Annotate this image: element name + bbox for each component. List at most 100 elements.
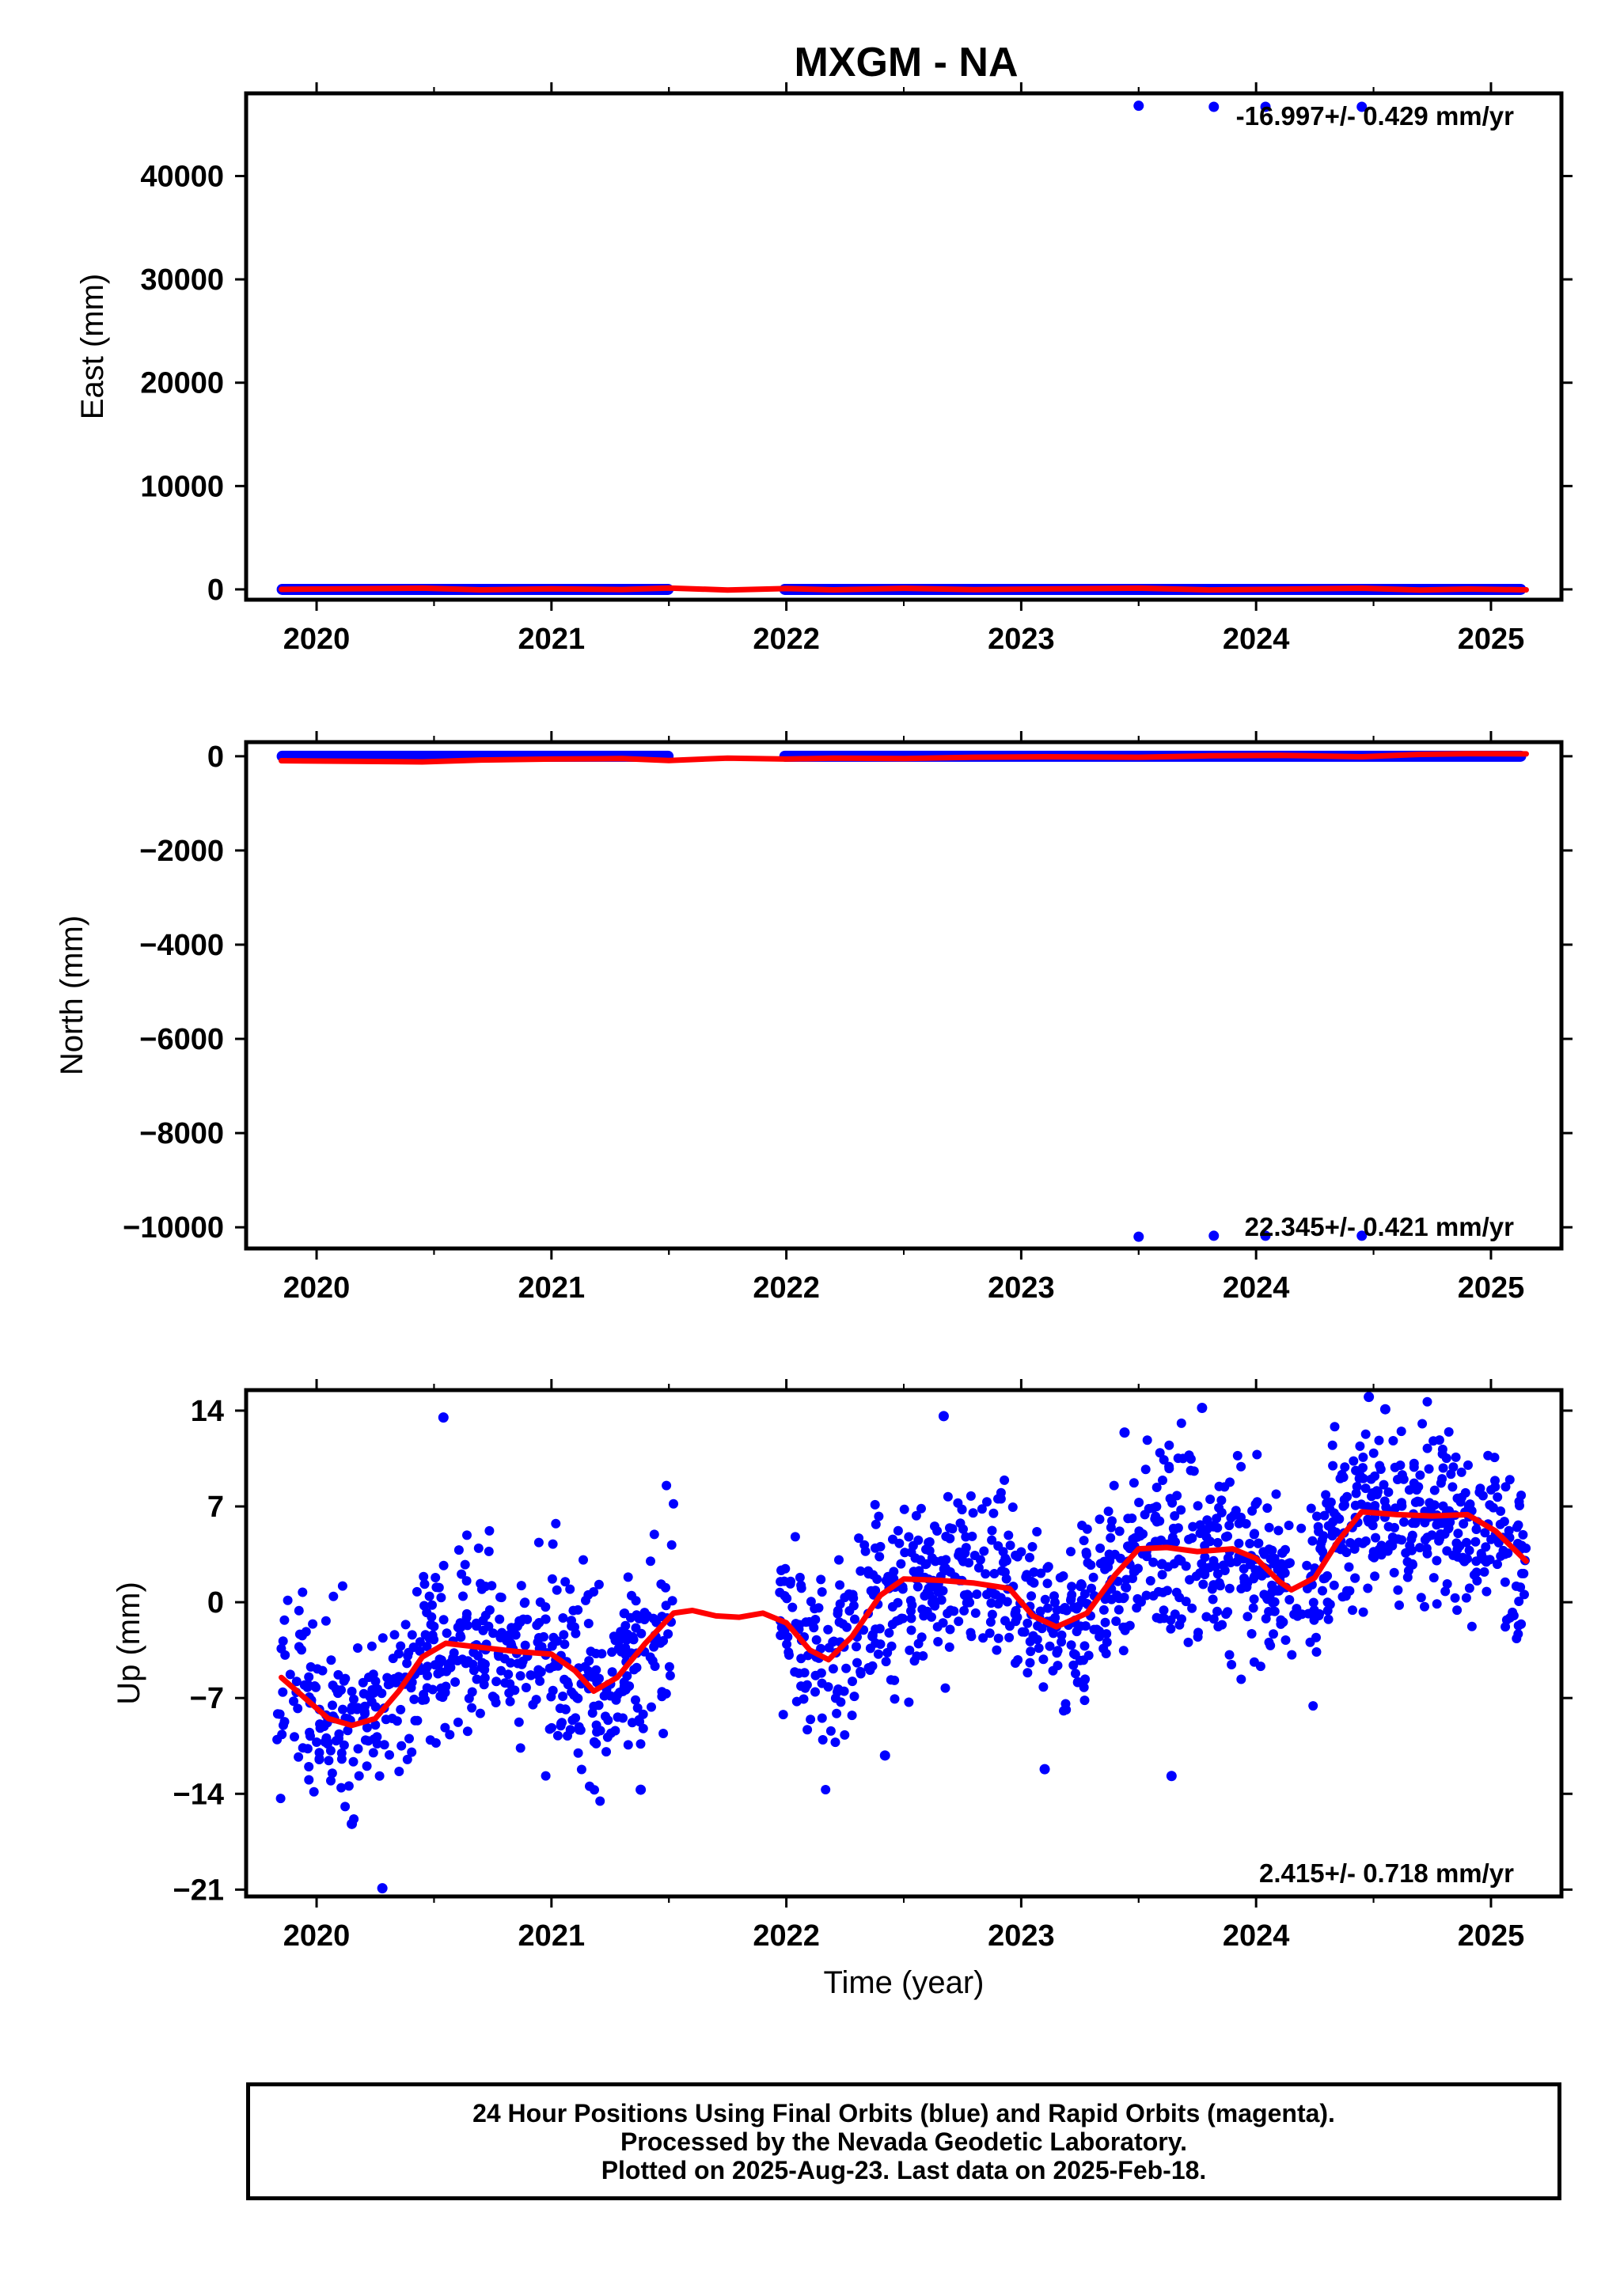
data-point: [1068, 1660, 1079, 1670]
data-point: [1066, 1593, 1076, 1604]
data-point: [1495, 1519, 1505, 1529]
data-point: [419, 1579, 430, 1589]
data-point: [1434, 1536, 1444, 1546]
data-point: [591, 1720, 601, 1730]
data-point: [289, 1696, 298, 1707]
data-point: [484, 1546, 494, 1556]
data-point: [1466, 1621, 1477, 1631]
data-point: [1201, 1612, 1212, 1622]
data-point: [1261, 1613, 1271, 1623]
data-point: [1374, 1544, 1384, 1555]
north-frame: [244, 740, 1564, 1251]
data-point: [1482, 1557, 1491, 1567]
data-point: [1255, 1661, 1265, 1672]
data-point: [1308, 1701, 1318, 1711]
data-point: [906, 1613, 916, 1623]
y-tick-label: −8000: [139, 1117, 224, 1150]
data-point: [623, 1740, 633, 1750]
data-point: [1471, 1567, 1482, 1578]
data-point: [1197, 1402, 1208, 1413]
data-point: [936, 1595, 947, 1605]
data-point: [1318, 1586, 1327, 1596]
data-point: [776, 1631, 786, 1640]
data-point: [1073, 1677, 1083, 1687]
data-point: [1234, 1518, 1244, 1529]
data-point: [358, 1677, 368, 1688]
data-point: [347, 1818, 358, 1829]
data-point: [1173, 1523, 1183, 1533]
east-plot-area: [276, 100, 1529, 595]
data-point: [830, 1737, 840, 1748]
footer-line-dates: Plotted on 2025-Aug-23. Last data on 202…: [601, 2155, 1207, 2184]
data-point: [834, 1617, 844, 1627]
x-tick-label: 2022: [753, 1919, 820, 1953]
data-point: [1079, 1695, 1090, 1706]
data-point: [929, 1599, 939, 1609]
data-point: [1071, 1669, 1080, 1679]
data-point: [1100, 1617, 1110, 1627]
data-point: [1250, 1571, 1259, 1582]
data-point: [1249, 1594, 1259, 1605]
east-y-axis-label: East (mm): [75, 274, 110, 419]
data-point: [367, 1684, 377, 1695]
data-point: [1171, 1587, 1182, 1597]
data-point: [913, 1639, 924, 1649]
data-point: [825, 1726, 836, 1736]
data-point: [563, 1680, 573, 1690]
data-point: [906, 1548, 916, 1558]
data-point: [881, 1657, 891, 1667]
data-point: [1328, 1461, 1338, 1471]
data-point: [1420, 1601, 1429, 1612]
data-point: [620, 1620, 631, 1631]
data-point: [783, 1647, 794, 1658]
data-point: [1409, 1458, 1419, 1468]
data-point: [560, 1704, 571, 1714]
data-point: [327, 1768, 337, 1779]
data-point: [1140, 1510, 1150, 1520]
data-point: [904, 1697, 914, 1707]
data-point: [415, 1637, 425, 1647]
data-point: [1017, 1627, 1027, 1637]
data-point: [1264, 1522, 1274, 1533]
data-point: [305, 1731, 315, 1741]
data-point: [283, 1595, 293, 1605]
data-point: [1039, 1764, 1050, 1775]
data-point: [1440, 1586, 1451, 1597]
x-tick-label: 2024: [1223, 1919, 1290, 1953]
data-point: [1390, 1503, 1400, 1514]
data-point: [565, 1584, 575, 1594]
data-point: [1296, 1523, 1307, 1533]
data-point: [1003, 1530, 1014, 1540]
data-point: [796, 1580, 806, 1590]
data-point: [547, 1722, 556, 1733]
y-tick-label: −14: [173, 1778, 224, 1811]
data-point: [1455, 1497, 1466, 1507]
data-point: [987, 1609, 997, 1620]
data-point: [326, 1655, 336, 1665]
x-tick-label: 2025: [1458, 1271, 1525, 1305]
data-point: [1459, 1519, 1469, 1529]
data-point: [1258, 1547, 1269, 1557]
data-point: [528, 1699, 538, 1710]
data-point: [1208, 1230, 1220, 1241]
data-point: [975, 1555, 985, 1565]
data-point: [1157, 1570, 1167, 1580]
data-point: [431, 1573, 441, 1582]
data-point: [348, 1756, 359, 1767]
data-point: [464, 1693, 474, 1703]
data-point: [651, 1617, 662, 1627]
data-point: [1095, 1514, 1105, 1525]
data-point: [1327, 1531, 1337, 1541]
data-point: [314, 1755, 324, 1764]
data-point: [422, 1642, 432, 1651]
data-point: [1166, 1623, 1176, 1634]
data-point: [1227, 1660, 1237, 1669]
data-point: [918, 1651, 928, 1661]
data-point: [475, 1708, 485, 1718]
data-point: [1493, 1559, 1502, 1570]
data-point: [279, 1615, 290, 1625]
data-point: [776, 1622, 787, 1632]
data-point: [500, 1678, 510, 1688]
data-point: [618, 1713, 628, 1723]
data-point: [302, 1682, 313, 1692]
